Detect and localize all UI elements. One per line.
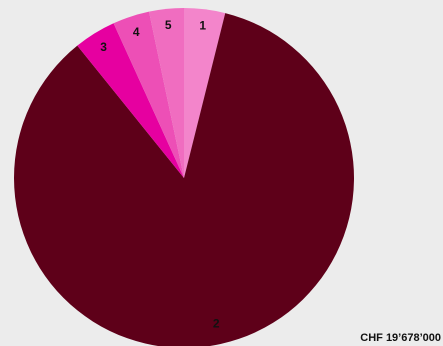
pie-labels: 1 2 3 4 5 xyxy=(100,18,220,331)
pie-slice-1 xyxy=(184,8,226,178)
slice-label-3: 3 xyxy=(100,40,107,54)
slice-label-5: 5 xyxy=(165,18,172,32)
pie-slice-2 xyxy=(14,13,354,346)
slice-label-4: 4 xyxy=(133,25,140,39)
total-value-label: CHF 19’678’000 xyxy=(360,332,441,344)
slice-label-1: 1 xyxy=(199,18,206,32)
pie-slices xyxy=(14,8,354,346)
slice-label-2: 2 xyxy=(213,317,220,331)
pie-slice-5 xyxy=(149,8,184,178)
pie-slice-4 xyxy=(113,11,184,178)
pie-slice-3 xyxy=(77,23,184,179)
